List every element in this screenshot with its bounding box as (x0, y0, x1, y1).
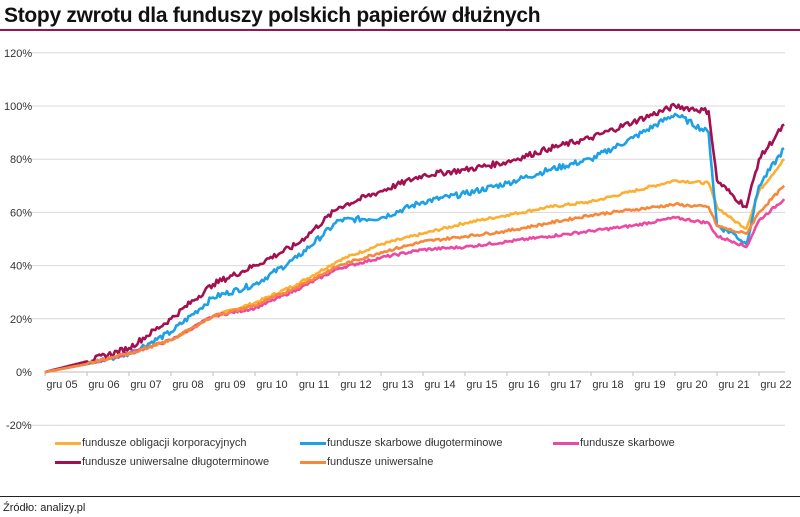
x-tick-label: gru 11 (299, 379, 329, 391)
chart-title: Stopy zwrotu dla funduszy polskich papie… (4, 4, 541, 27)
legend-swatch (300, 460, 326, 464)
legend-item: fundusze skarbowe długoterminowe (300, 437, 503, 449)
legend-label: fundusze uniwersalne (327, 456, 434, 468)
legend-swatch (55, 460, 81, 464)
x-tick-label: gru 07 (130, 379, 161, 391)
legend-item: fundusze obligacji korporacyjnych (55, 437, 246, 449)
x-tick-label: gru 12 (340, 379, 371, 391)
x-tick-label: gru 16 (508, 379, 539, 391)
y-tick-label: -20% (6, 420, 32, 432)
y-tick-label: 80% (10, 154, 32, 166)
footer-divider (0, 496, 800, 497)
legend-swatch (55, 441, 81, 445)
x-tick-label: gru 08 (172, 379, 203, 391)
series-line-1 (44, 112, 785, 374)
x-tick-label: gru 21 (718, 379, 749, 391)
x-tick-label: gru 13 (382, 379, 413, 391)
legend-item: fundusze uniwersalne długoterminowe (55, 456, 269, 468)
legend-item: fundusze skarbowe (553, 437, 675, 449)
legend-label: fundusze skarbowe długoterminowe (327, 437, 503, 449)
x-tick-label: gru 06 (88, 379, 119, 391)
x-tick-label: gru 14 (424, 379, 455, 391)
legend-label: fundusze skarbowe (580, 437, 675, 449)
x-tick-label: gru 19 (634, 379, 665, 391)
series-line-3 (44, 102, 785, 374)
y-tick-label: 120% (4, 48, 32, 60)
y-tick-label: 100% (4, 101, 32, 113)
y-tick-label: 20% (10, 314, 32, 326)
x-tick-label: gru 22 (760, 379, 791, 391)
x-tick-label: gru 10 (256, 379, 287, 391)
y-tick-label: 60% (10, 207, 32, 219)
y-tick-label: 0% (16, 367, 32, 379)
legend-label: fundusze obligacji korporacyjnych (82, 437, 247, 449)
series-line-4 (44, 184, 786, 374)
x-tick-label: gru 15 (466, 379, 497, 391)
legend-swatch (553, 441, 579, 445)
series-line-2 (44, 198, 786, 374)
title-divider (0, 29, 800, 31)
legend-label: fundusze uniwersalne długoterminowe (82, 456, 270, 468)
x-tick-label: gru 18 (592, 379, 623, 391)
x-tick-label: gru 17 (550, 379, 581, 391)
legend-item: fundusze uniwersalne (300, 456, 433, 468)
legend-swatch (300, 441, 326, 445)
source-note: Źródło: analizy.pl (3, 502, 86, 514)
x-tick-label: gru 05 (46, 379, 77, 391)
x-tick-label: gru 20 (676, 379, 707, 391)
y-tick-label: 40% (10, 261, 32, 273)
x-tick-label: gru 09 (214, 379, 245, 391)
